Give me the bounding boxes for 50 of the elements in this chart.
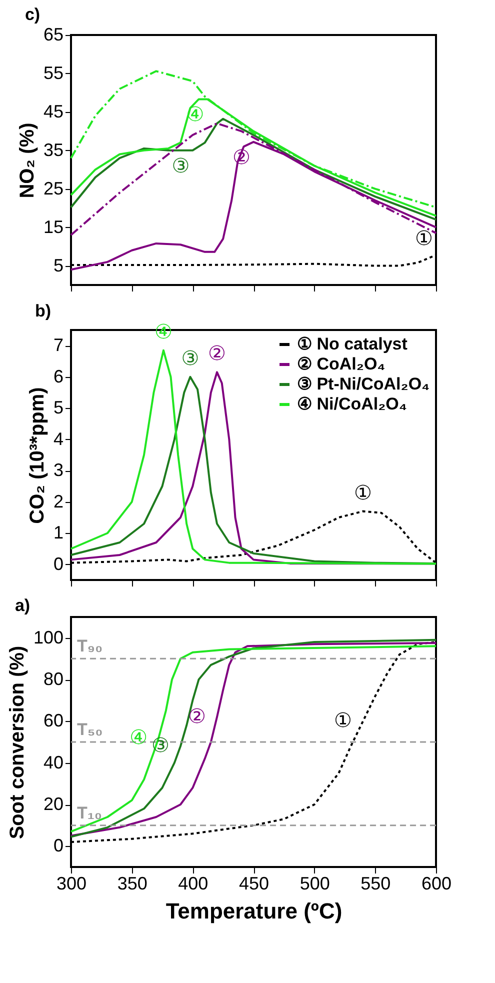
y-tick-label: 5	[53, 398, 64, 418]
x-tick-label: 300	[56, 874, 87, 894]
y-tick-label: 0	[53, 836, 64, 856]
chart-title: a)	[14, 596, 30, 615]
legend-label: ① No catalyst	[297, 334, 408, 354]
y-tick-label: 4	[53, 428, 64, 449]
y-axis-title: NO₂ (%)	[16, 122, 38, 198]
ref-line-label: T₁₀	[77, 803, 102, 822]
y-tick-label: 5	[53, 255, 64, 276]
chart-title: b)	[34, 301, 52, 320]
x-tick-label: 450	[238, 874, 270, 894]
x-tick-label: 400	[178, 874, 208, 894]
legend-label: ④ Ni/CoAl₂O₄	[297, 394, 407, 414]
y-tick-label: 3	[53, 460, 64, 480]
chart-title: c)	[24, 5, 40, 24]
y-axis-title: CO₂ (10³*ppm)	[26, 387, 48, 524]
legend-label: ③ Pt-Ni/CoAl₂O₄	[297, 374, 430, 394]
y-tick-label: 2	[53, 491, 64, 512]
y-tick-label: 15	[43, 216, 64, 237]
y-axis-title: Soot conversion (%)	[6, 646, 28, 840]
legend-label: ② CoAl₂O₄	[297, 354, 386, 374]
annotation: ③	[172, 153, 190, 178]
x-axis-title: Temperature (ºC)	[166, 898, 342, 924]
annotation: ④	[130, 724, 148, 749]
annotation: ②	[188, 704, 206, 728]
y-tick-label: 45	[43, 101, 64, 122]
annotation: ①	[415, 226, 433, 250]
x-tick-label: 350	[117, 874, 148, 894]
x-tick-label: 550	[360, 874, 391, 894]
y-tick-label: 40	[43, 752, 64, 772]
ref-line-label: T₉₀	[77, 636, 103, 656]
y-tick-label: 80	[43, 669, 64, 689]
x-tick-label: 600	[421, 874, 452, 894]
y-tick-label: 6	[53, 366, 64, 386]
y-tick-label: 100	[33, 627, 64, 648]
ref-line-label: T₅₀	[77, 720, 103, 739]
annotation: ①	[334, 708, 352, 732]
y-tick-label: 55	[43, 62, 64, 83]
y-tick-label: 60	[43, 710, 64, 731]
annotation: ①	[354, 480, 372, 504]
y-tick-label: 65	[43, 24, 64, 44]
y-tick-label: 1	[53, 522, 64, 543]
y-tick-label: 20	[43, 794, 64, 814]
annotation: ②	[208, 341, 226, 366]
y-tick-label: 35	[43, 140, 64, 160]
y-tick-label: 25	[43, 178, 64, 198]
y-tick-label: 7	[53, 335, 64, 356]
annotation: ③	[181, 346, 200, 370]
x-tick-label: 500	[300, 874, 330, 894]
y-tick-label: 0	[53, 554, 64, 574]
